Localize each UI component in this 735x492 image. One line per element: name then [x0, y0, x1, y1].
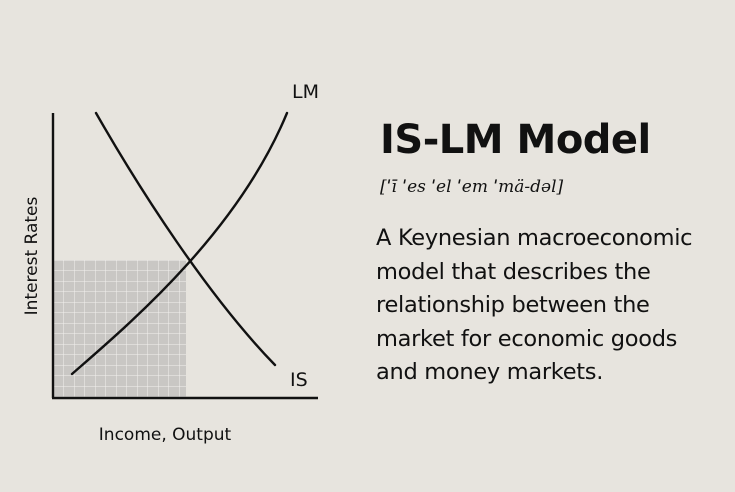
is-curve — [94, 111, 277, 367]
x-axis-label: Income, Output — [99, 425, 232, 445]
definition-line: relationship between the — [376, 292, 650, 318]
pronunciation: [ˈī ˈes ˈel ˈem ˈmä-dəl] — [380, 177, 564, 197]
is-curve-label: IS — [290, 369, 308, 391]
definition-line: A Keynesian macroeconomic — [376, 225, 693, 251]
lm-curve-label: LM — [292, 81, 319, 103]
definition-line: market for economic goods — [376, 325, 678, 352]
y-axis-label: Interest Rates — [22, 196, 42, 315]
definition-text: A Keynesian macroeconomic model that des… — [376, 222, 726, 390]
lm-curve — [70, 111, 289, 376]
page-title: IS-LM Model — [380, 117, 651, 163]
definition-line: and money markets. — [376, 359, 604, 385]
definition-line: model that describes the — [376, 258, 651, 285]
equilibrium-grid-area — [53, 260, 186, 398]
